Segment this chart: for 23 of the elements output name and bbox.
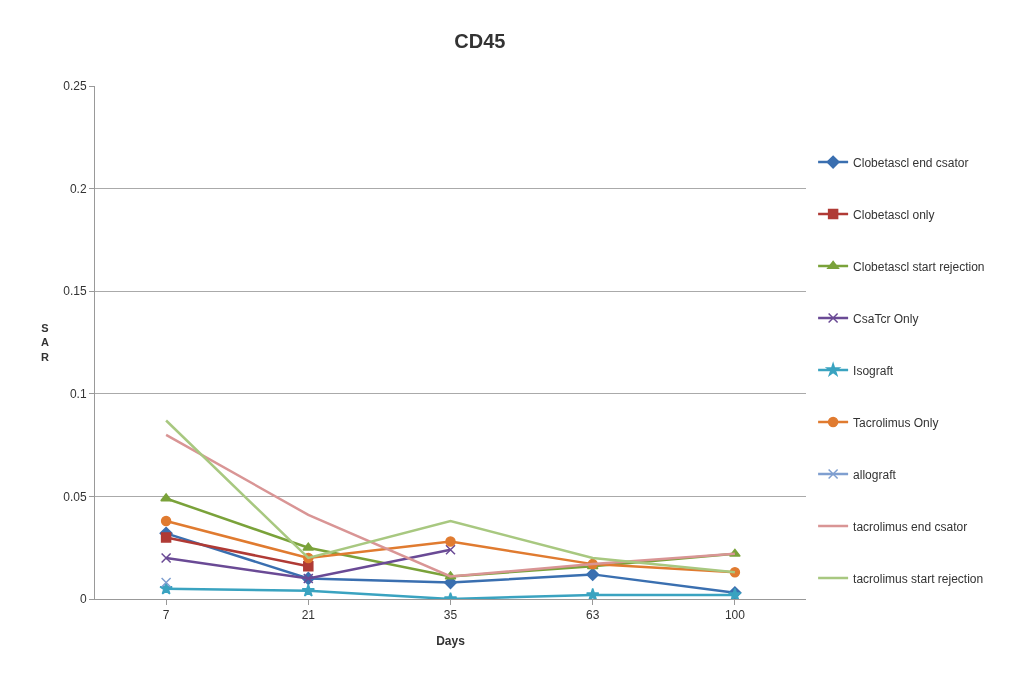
y-axis-title: SAR: [41, 322, 49, 363]
y-tick-label: 0.2: [69, 181, 87, 196]
y-tick-label: 0.25: [63, 79, 87, 94]
legend-label: Tacrolimus Only: [853, 415, 939, 430]
x-tick-label: 63: [586, 608, 600, 623]
x-tick-label: 35: [443, 608, 458, 623]
y-tick-label: 0.1: [69, 387, 87, 401]
legend-label: Isograft: [853, 363, 894, 378]
y-tick-label: 0.05: [63, 489, 87, 504]
legend-label: Clobetascl only: [853, 207, 935, 222]
x-axis-title: Days: [436, 634, 466, 649]
x-tick-label: 100: [724, 608, 746, 623]
x-tick-label: 7: [162, 608, 170, 623]
y-tick-label: 0: [79, 592, 87, 607]
legend-label: CsaTcr Only: [853, 311, 919, 326]
legend-label: tacrolimus end csator: [853, 519, 968, 534]
legend-label: allograft: [853, 467, 897, 482]
y-tick-label: 0.15: [63, 284, 87, 299]
legend-label: Clobetascl end csator: [853, 155, 969, 170]
chart-title: CD45: [454, 29, 506, 52]
x-tick-label: 21: [301, 608, 316, 623]
legend-label: Clobetascl start rejection: [853, 259, 985, 274]
legend-label: tacrolimus start rejection: [853, 571, 984, 586]
